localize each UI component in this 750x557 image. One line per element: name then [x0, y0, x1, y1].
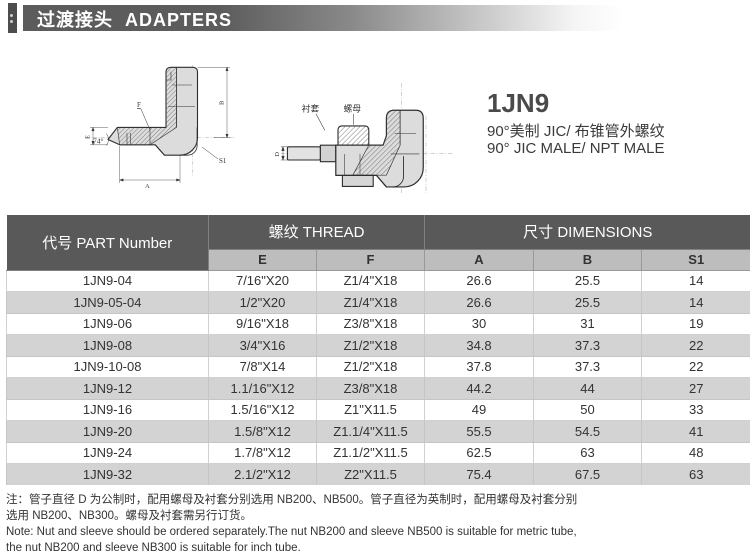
- svg-text:螺母: 螺母: [344, 104, 362, 114]
- svg-text:F: F: [137, 101, 141, 109]
- svg-text:74°: 74°: [93, 137, 104, 146]
- svg-text:E: E: [85, 135, 92, 139]
- svg-text:B: B: [219, 100, 226, 105]
- svg-text:D: D: [274, 152, 281, 157]
- svg-text:A: A: [145, 183, 150, 190]
- svg-text:衬套: 衬套: [302, 103, 320, 114]
- svg-text:S1: S1: [219, 157, 227, 165]
